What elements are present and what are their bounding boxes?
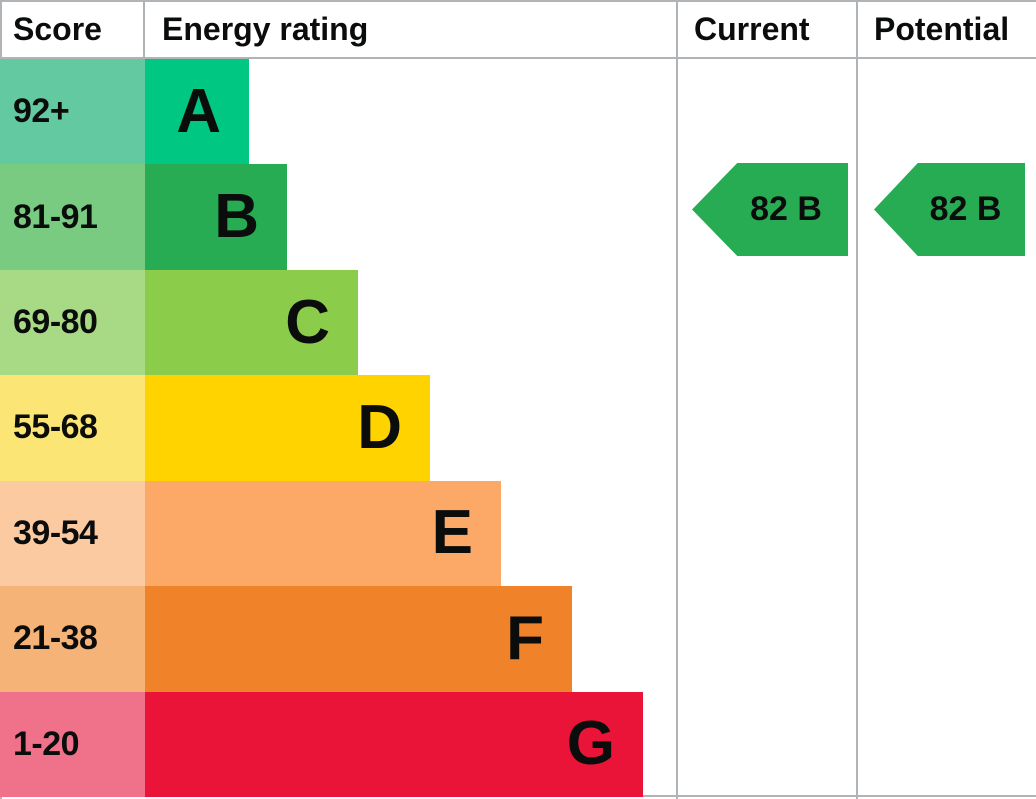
band-row-f: 21-38 F [0, 586, 676, 692]
potential-rating-arrow: 82 B [874, 163, 1025, 256]
score-column-header: Score [13, 11, 102, 47]
band-row-d: 55-68 D [0, 375, 676, 481]
band-d-score-range: 55-68 [0, 375, 145, 481]
band-row-g: 1-20 G [0, 691, 676, 797]
band-d-bar: D [145, 375, 430, 481]
band-e-bar: E [145, 480, 501, 587]
band-a-bar: A [145, 59, 249, 165]
band-b-score-range: 81-91 [0, 164, 145, 270]
band-c-score-range: 69-80 [0, 269, 145, 376]
band-row-c: 69-80 C [0, 269, 676, 376]
potential-column-divider [856, 0, 858, 799]
band-f-bar: F [145, 586, 572, 692]
potential-column-header: Potential [874, 11, 1010, 47]
table-top-border [0, 0, 1036, 2]
band-c-bar: C [145, 269, 358, 376]
band-g-bar: G [145, 691, 643, 797]
band-b-bar: B [145, 164, 287, 270]
current-column-header: Current [694, 11, 810, 47]
band-rows: 92+ A 81-91 B 69-80 C 55-68 D 39-54 E 21… [0, 59, 676, 797]
header-score-divider [143, 0, 145, 59]
band-f-score-range: 21-38 [0, 586, 145, 692]
band-e-score-range: 39-54 [0, 480, 145, 587]
energy-rating-column-header: Energy rating [162, 11, 369, 47]
band-row-a: 92+ A [0, 59, 676, 165]
band-row-e: 39-54 E [0, 480, 676, 587]
band-g-score-range: 1-20 [0, 691, 145, 797]
current-rating-arrow: 82 B [692, 163, 848, 256]
band-a-score-range: 92+ [0, 59, 145, 165]
header-bottom-border [0, 57, 1036, 59]
current-column-divider [676, 0, 678, 799]
band-row-b: 81-91 B [0, 164, 676, 270]
